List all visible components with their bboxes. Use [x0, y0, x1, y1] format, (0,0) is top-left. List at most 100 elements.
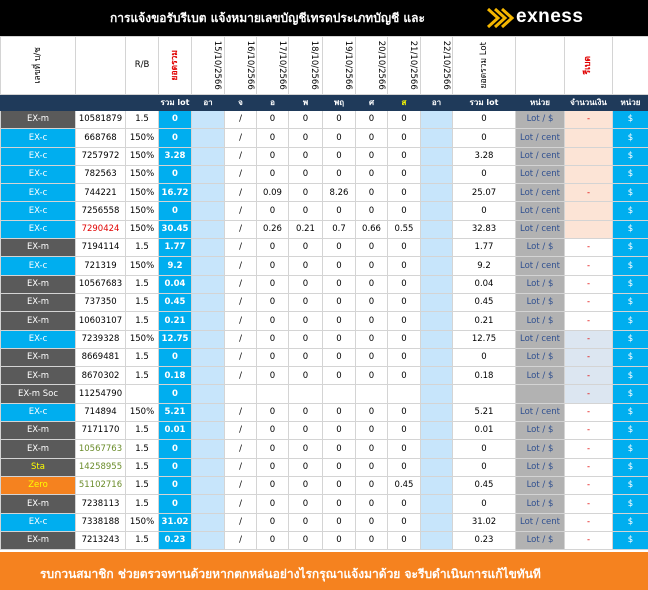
col-date-header: 20/10/2566	[355, 36, 388, 95]
day-lot	[420, 347, 453, 368]
sum-lot: 0	[452, 494, 516, 514]
day-lot: 0	[355, 366, 388, 386]
day-lot	[191, 128, 225, 148]
sum-lot: 12.75	[452, 329, 516, 349]
account-type: EX-m	[0, 366, 76, 386]
currency-unit: $	[612, 219, 648, 240]
account-number: 10581879	[75, 109, 126, 130]
rebate-amount: -	[564, 457, 613, 477]
table-row: EX-c 744221 150% 16.72/0.09 0 8.26 0 0 25.07 Lot …	[0, 183, 648, 203]
day-lot: 0.66	[355, 219, 388, 240]
account-type: EX-c	[0, 201, 76, 221]
day-lot: 0	[355, 128, 388, 148]
currency-unit: $	[612, 512, 648, 532]
account-number: 714894	[75, 402, 126, 423]
rb-value: 150%	[125, 201, 159, 221]
day-lot: 0	[322, 366, 356, 386]
rb-value: 1.5	[125, 238, 159, 258]
day-lot: 0	[387, 366, 421, 386]
day-lot: 0	[256, 311, 289, 331]
rebate-amount: -	[564, 512, 613, 532]
rebate-amount: -	[564, 311, 613, 331]
day-lot	[191, 238, 225, 258]
unit-label: Lot / $	[515, 494, 565, 514]
rebate-amount: -	[564, 439, 613, 459]
day-lot	[420, 384, 453, 404]
day-lot	[420, 146, 453, 166]
unit-label: Lot / $	[515, 347, 565, 368]
rb-value: 1.5	[125, 475, 159, 496]
table-row: EX-m 8669481 1.5 0/0 0 0 0 0 0 Lot / $ - $	[0, 347, 648, 368]
day-lot: 0	[256, 402, 289, 423]
day-lot: 0	[256, 238, 289, 258]
col-date-header: 21/10/2566	[387, 36, 421, 95]
day-lot	[224, 384, 257, 404]
total-lot: 0	[158, 384, 192, 404]
sum-lot: 0.45	[452, 292, 516, 313]
day-lot	[420, 329, 453, 349]
day-lot: /	[224, 475, 257, 496]
day-lot: 8.26	[322, 183, 356, 203]
subheader-day: พฤ	[322, 94, 356, 111]
col-rb-header: R/B	[125, 36, 159, 95]
unit-label: Lot / $	[515, 530, 565, 551]
day-lot	[420, 512, 453, 532]
day-lot: 0	[288, 201, 323, 221]
day-lot: 0.21	[288, 219, 323, 240]
day-lot: /	[224, 457, 257, 477]
account-number: 7290424	[75, 219, 126, 240]
account-type: EX-c	[0, 402, 76, 423]
day-lot	[420, 183, 453, 203]
day-lot: 0	[322, 402, 356, 423]
total-lot: 0	[158, 164, 192, 185]
day-lot	[420, 201, 453, 221]
total-lot: 0	[158, 494, 192, 514]
rebate-amount	[564, 128, 613, 148]
rb-value: 150%	[125, 164, 159, 185]
exness-mark-icon	[486, 7, 514, 29]
day-lot: 0	[387, 457, 421, 477]
day-lot: 0	[256, 274, 289, 294]
currency-unit: $	[612, 329, 648, 349]
day-lot: 0	[387, 421, 421, 441]
table-row: EX-c 714894 150% 5.21/0 0 0 0 0 5.21 Lot / cent - $	[0, 402, 648, 423]
day-lot: 0	[355, 494, 388, 514]
unit-label: Lot / $	[515, 475, 565, 496]
day-lot: 0	[387, 402, 421, 423]
day-lot: 0	[355, 329, 388, 349]
table-row: EX-c 7290424 150% 30.45 /0.26 0.21 0.7 0.66 0.55…	[0, 219, 648, 240]
day-lot: 0	[256, 494, 289, 514]
account-type: EX-m	[0, 109, 76, 130]
day-lot	[420, 274, 453, 294]
day-lot	[420, 366, 453, 386]
day-lot	[191, 457, 225, 477]
day-lot: 0	[256, 201, 289, 221]
day-lot	[420, 530, 453, 551]
subheader-day: อา	[191, 94, 225, 111]
account-type: EX-m	[0, 439, 76, 459]
rb-value: 150%	[125, 402, 159, 423]
day-lot	[191, 512, 225, 532]
total-lot: 0	[158, 475, 192, 496]
currency-unit: $	[612, 366, 648, 386]
rb-value: 1.5	[125, 421, 159, 441]
total-lot: 0.23	[158, 530, 192, 551]
day-lot: 0	[288, 421, 323, 441]
account-number: 7194114	[75, 238, 126, 258]
currency-unit: $	[612, 201, 648, 221]
day-lot	[191, 439, 225, 459]
rb-value	[125, 384, 159, 404]
day-lot	[420, 128, 453, 148]
currency-unit: $	[612, 274, 648, 294]
day-lot	[191, 366, 225, 386]
day-lot: 0	[387, 164, 421, 185]
subheader-total-lot: รวม lot	[158, 94, 192, 111]
account-number: 8669481	[75, 347, 126, 368]
sum-lot: 0.21	[452, 311, 516, 331]
table-row: EX-m Soc 11254790 0 - $	[0, 384, 648, 404]
currency-unit: $	[612, 183, 648, 203]
day-lot	[191, 494, 225, 514]
total-lot: 0	[158, 201, 192, 221]
day-lot: /	[224, 494, 257, 514]
rb-value: 1.5	[125, 530, 159, 551]
